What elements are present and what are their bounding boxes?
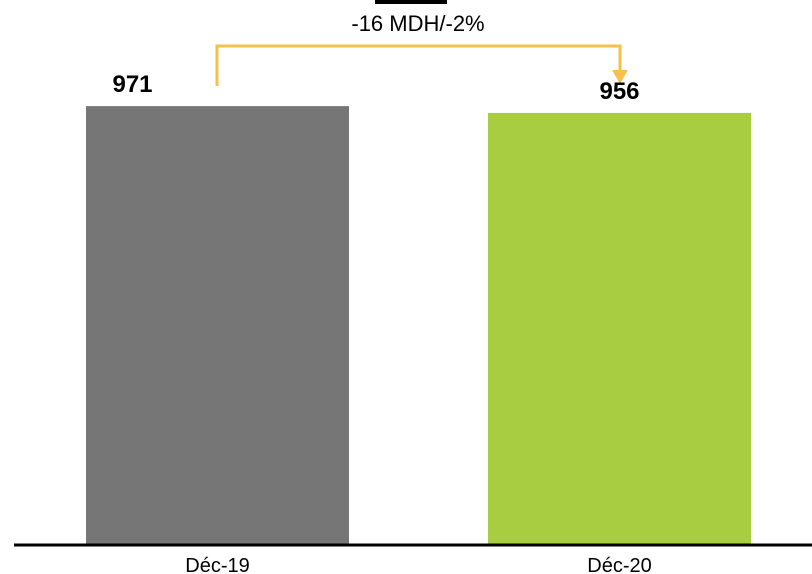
bar-2 (488, 112, 751, 545)
x-tick-labels-group: Déc-19 Déc-20 (185, 555, 651, 574)
x-tick-label-2: Déc-20 (587, 555, 651, 574)
change-bracket (215, 44, 622, 86)
bar-value-label-2: 956 (599, 78, 639, 105)
bars-group (86, 106, 751, 545)
change-annotation: -16 MDH/-2% (215, 11, 628, 86)
bar-value-label-1: 971 (112, 71, 152, 98)
x-tick-label-1: Déc-19 (185, 555, 249, 574)
top-decor-line (375, 0, 447, 4)
change-arrowhead (612, 70, 628, 84)
change-annotation-label: -16 MDH/-2% (351, 11, 484, 36)
value-labels-group: 971 956 (112, 71, 639, 105)
bar-1 (86, 106, 349, 545)
